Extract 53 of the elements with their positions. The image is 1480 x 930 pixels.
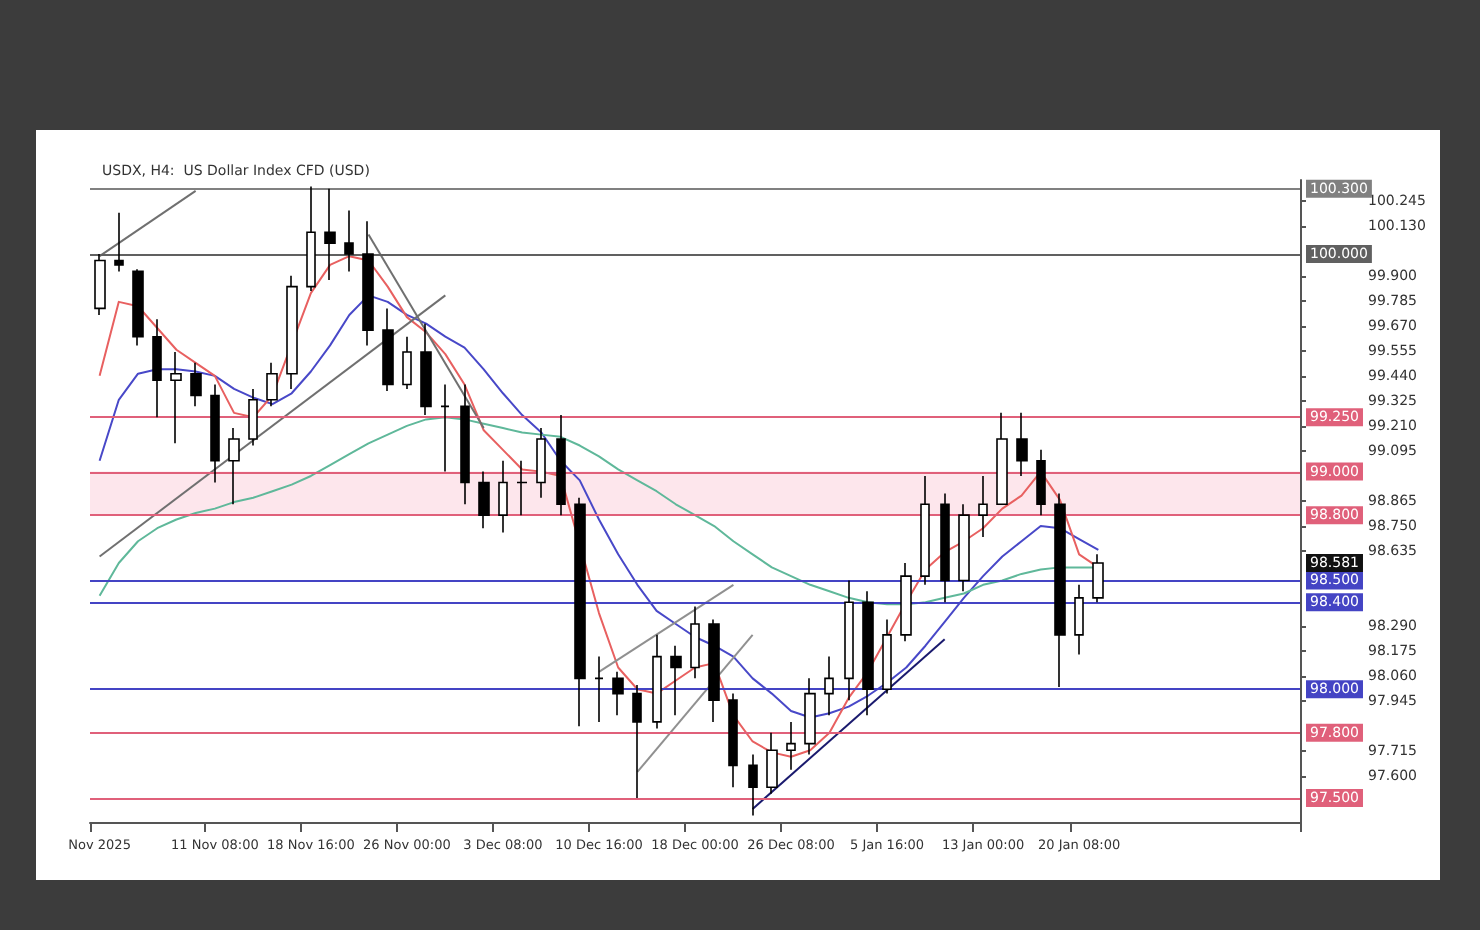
candlestick bbox=[1074, 583, 1084, 656]
candlestick bbox=[114, 211, 124, 273]
candlestick bbox=[594, 655, 604, 723]
candlestick bbox=[382, 307, 394, 392]
candlestick bbox=[498, 459, 508, 534]
candlestick bbox=[824, 655, 834, 717]
candlestick bbox=[536, 427, 546, 499]
candlestick bbox=[920, 475, 930, 586]
candlestick bbox=[652, 634, 662, 730]
candlestick bbox=[132, 268, 144, 347]
candlestick bbox=[460, 383, 470, 506]
candlestick bbox=[170, 351, 182, 445]
candlestick bbox=[728, 692, 738, 788]
candlestick bbox=[958, 503, 970, 593]
candlestick bbox=[1016, 412, 1028, 477]
candlestick bbox=[1092, 553, 1104, 603]
candlestick bbox=[690, 605, 700, 680]
candlestick bbox=[862, 590, 874, 717]
candlestick bbox=[324, 187, 336, 281]
candlestick bbox=[1036, 449, 1046, 516]
candlestick bbox=[786, 721, 796, 771]
candlestick bbox=[266, 362, 278, 408]
candlestick bbox=[478, 470, 490, 529]
candlestick bbox=[978, 475, 988, 538]
candlestick bbox=[94, 253, 106, 316]
candlestick bbox=[210, 383, 220, 484]
candlestick bbox=[440, 383, 450, 473]
candlestick bbox=[152, 318, 162, 419]
candlestick bbox=[708, 618, 720, 723]
candlestick bbox=[900, 562, 912, 643]
candlestick bbox=[1054, 492, 1066, 688]
candlestick bbox=[248, 388, 258, 447]
candlestick bbox=[556, 414, 566, 516]
candlestick bbox=[574, 496, 586, 728]
candlestick bbox=[670, 644, 682, 717]
candlestick bbox=[306, 185, 316, 292]
candlestick bbox=[748, 753, 758, 817]
candlestick bbox=[844, 579, 854, 701]
candlestick bbox=[420, 322, 432, 416]
candlestick bbox=[996, 412, 1008, 506]
candlestick bbox=[190, 362, 202, 408]
candlestick bbox=[228, 427, 240, 506]
candlestick bbox=[612, 671, 624, 717]
candlestick bbox=[882, 618, 892, 695]
candlestick bbox=[940, 492, 950, 603]
candlestick bbox=[766, 731, 778, 795]
candlestick bbox=[286, 274, 298, 390]
candlestick bbox=[362, 220, 374, 347]
candlestick bbox=[402, 335, 412, 390]
candlestick bbox=[516, 459, 528, 516]
candlestick bbox=[632, 684, 642, 799]
candlestick bbox=[804, 677, 816, 756]
candlestick bbox=[344, 209, 354, 273]
